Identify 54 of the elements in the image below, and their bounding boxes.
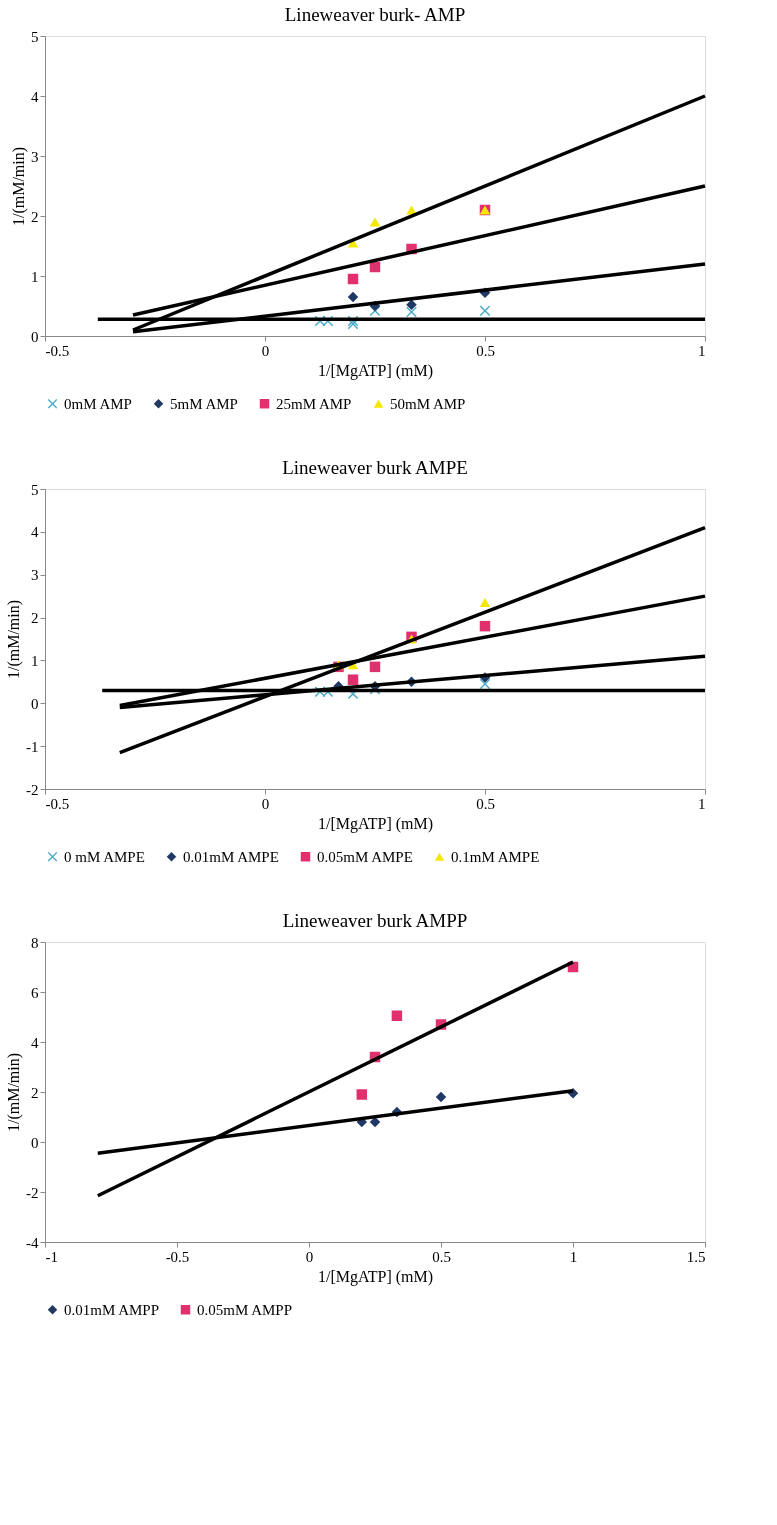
x-axis-title: 1/[MgATP] (mM) <box>317 814 434 833</box>
legend-label: 0 mM AMPE <box>64 848 145 865</box>
y-tick-label: 1 <box>31 268 39 285</box>
legend-label: 25mM AMP <box>276 395 352 412</box>
y-tick-label: 2 <box>31 610 39 627</box>
legend-label: 0.05mM AMPP <box>197 1301 293 1318</box>
x-tick-label: 1 <box>569 1248 578 1265</box>
legend-label: 0.01mM AMPE <box>183 848 279 865</box>
x-tick-label: 0.5 <box>476 795 495 812</box>
y-tick-label: 1 <box>31 652 39 669</box>
legend-label: 0.05mM AMPE <box>317 848 413 865</box>
x-tick-label: 0.5 <box>432 1248 451 1265</box>
y-axis-title: 1/(mM/min) <box>5 599 23 680</box>
y-axis-title: 1/(mM/min) <box>5 1052 23 1133</box>
x-tick-label: 1.5 <box>686 1248 706 1265</box>
y-tick-label: 3 <box>31 148 39 165</box>
y-tick-label: 4 <box>31 88 39 105</box>
x-tick-label: -0.5 <box>45 342 70 359</box>
chart-title: Lineweaver burk AMPE <box>282 457 468 478</box>
y-tick-label: -2 <box>26 1184 39 1201</box>
y-tick-label: 3 <box>31 567 39 584</box>
chart-title: Lineweaver burk AMPP <box>282 910 468 931</box>
x-axis-title: 1/[MgATP] (mM) <box>317 1267 434 1286</box>
y-tick-label: 4 <box>31 524 39 541</box>
legend-label: 5mM AMP <box>170 395 238 412</box>
x-tick-label: 0 <box>261 795 270 812</box>
y-tick-label: -2 <box>26 781 39 798</box>
x-tick-label: 0 <box>261 342 270 359</box>
y-tick-label: 8 <box>31 934 39 951</box>
x-tick-label: 1 <box>698 342 706 359</box>
y-axis-title: 1/(mM/min) <box>10 146 28 227</box>
x-tick-label: 0 <box>305 1248 314 1265</box>
x-tick-label: 1 <box>698 795 706 812</box>
y-tick-label: 2 <box>31 208 39 225</box>
x-tick-label: -0.5 <box>45 795 70 812</box>
chart-title: Lineweaver burk- AMP <box>284 4 466 25</box>
y-tick-label: 5 <box>31 481 39 498</box>
y-tick-label: 6 <box>31 984 39 1001</box>
y-tick-label: 0 <box>31 1134 39 1151</box>
legend-label: 0.01mM AMPP <box>64 1301 160 1318</box>
x-tick-label: -0.5 <box>165 1248 190 1265</box>
y-tick-label: 4 <box>31 1034 39 1051</box>
legend-label: 50mM AMP <box>390 395 466 412</box>
y-tick-label: 5 <box>31 28 39 45</box>
y-tick-label: 0 <box>31 328 39 345</box>
y-tick-label: -1 <box>26 738 39 755</box>
legend-label: 0.1mM AMPE <box>451 848 540 865</box>
legend-label: 0mM AMP <box>64 395 132 412</box>
x-axis-title: 1/[MgATP] (mM) <box>317 361 434 380</box>
y-tick-label: 2 <box>31 1084 39 1101</box>
y-tick-label: 0 <box>31 695 39 712</box>
x-tick-label: -1 <box>45 1248 58 1265</box>
y-tick-label: -4 <box>26 1234 39 1251</box>
x-tick-label: 0.5 <box>476 342 495 359</box>
